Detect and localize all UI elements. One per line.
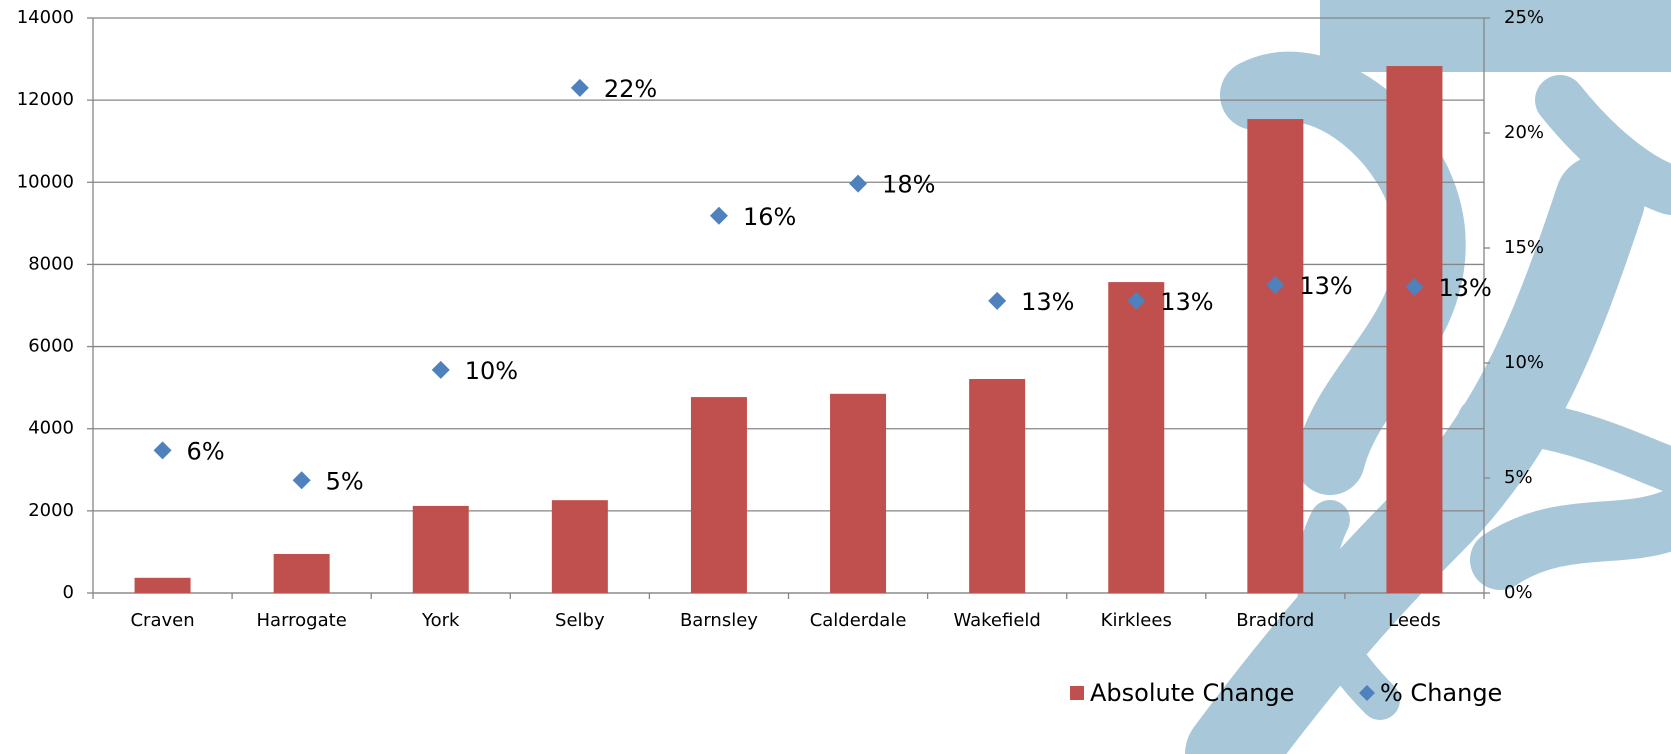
y-tick-label: 10000 — [17, 171, 74, 192]
y2-tick-label: 0% — [1504, 582, 1533, 603]
x-tick-label: Wakefield — [953, 610, 1040, 631]
data-label: 13% — [1438, 274, 1491, 302]
y-tick-label: 12000 — [17, 89, 74, 110]
point — [849, 174, 868, 193]
bar — [1386, 66, 1443, 593]
y-tick-label: 4000 — [28, 418, 74, 439]
y-tick-label: 6000 — [28, 336, 74, 357]
x-tick-label: Harrogate — [257, 610, 347, 631]
x-tick-label: Barnsley — [680, 610, 758, 631]
y-tick-label: 8000 — [28, 253, 74, 274]
data-label: 22% — [604, 75, 657, 103]
legend-label: % Change — [1380, 679, 1502, 707]
point — [1405, 278, 1424, 297]
legend-swatch — [1070, 686, 1084, 700]
point — [153, 441, 172, 460]
bar — [830, 393, 887, 593]
bar — [273, 553, 330, 593]
legend-swatch — [1359, 685, 1375, 701]
x-tick-label: Craven — [130, 610, 194, 631]
data-label: 10% — [465, 357, 518, 385]
point — [292, 471, 311, 490]
point — [709, 206, 728, 225]
y2-tick-label: 10% — [1504, 352, 1544, 373]
data-label: 13% — [1021, 288, 1074, 316]
y2-tick-label: 5% — [1504, 467, 1533, 488]
point — [570, 78, 589, 97]
y-tick-label: 14000 — [17, 7, 74, 28]
x-tick-label: Selby — [555, 610, 605, 631]
data-label: 6% — [187, 437, 225, 465]
bar — [1247, 119, 1304, 594]
point — [988, 291, 1007, 310]
x-tick-label: Kirklees — [1101, 610, 1172, 631]
bar — [690, 397, 747, 593]
data-label: 5% — [326, 467, 364, 495]
bar — [134, 577, 191, 593]
bar — [412, 505, 469, 593]
bar — [969, 379, 1026, 593]
data-label: 13% — [1160, 288, 1213, 316]
point — [1266, 275, 1285, 294]
y-tick-label: 2000 — [28, 500, 74, 521]
y2-tick-label: 20% — [1504, 122, 1544, 143]
x-tick-label: Leeds — [1388, 610, 1441, 631]
point — [431, 360, 450, 379]
bar — [551, 500, 608, 593]
data-label: 16% — [743, 203, 796, 231]
x-tick-label: Calderdale — [810, 610, 907, 631]
legend-label: Absolute Change — [1090, 679, 1294, 707]
x-tick-label: York — [421, 610, 460, 631]
x-tick-label: Bradford — [1236, 610, 1314, 631]
data-label: 18% — [882, 171, 935, 199]
data-label: 13% — [1299, 272, 1352, 300]
bar — [1108, 282, 1165, 593]
y2-tick-label: 25% — [1504, 7, 1544, 28]
y-tick-label: 0 — [63, 582, 74, 603]
point — [1127, 291, 1146, 310]
y2-tick-label: 15% — [1504, 237, 1544, 258]
